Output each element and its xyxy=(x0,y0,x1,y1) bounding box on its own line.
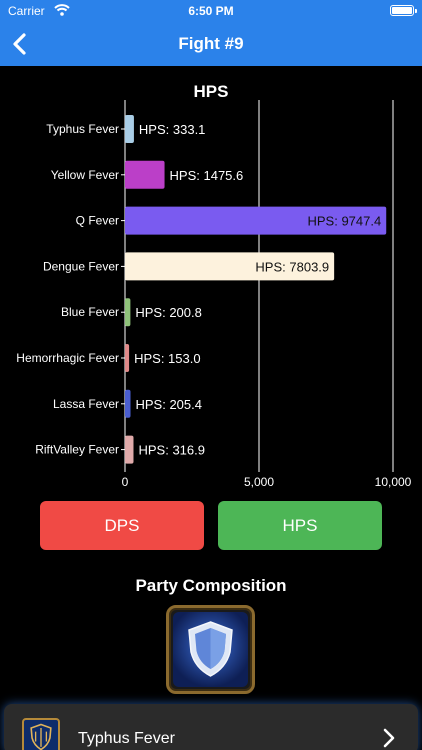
status-bar: Carrier 6:50 PM xyxy=(0,0,422,22)
category-label: Hemorrhagic Fever xyxy=(16,351,119,365)
data-label: HPS: 9747.4 xyxy=(308,214,382,229)
category-label: Dengue Fever xyxy=(43,259,119,273)
category-label: Typhus Fever xyxy=(46,122,119,136)
data-label: HPS: 200.8 xyxy=(135,305,202,320)
data-label: HPS: 7803.9 xyxy=(255,259,329,274)
back-chevron-icon[interactable] xyxy=(6,30,34,58)
battery-icon xyxy=(390,5,417,16)
bar xyxy=(125,344,130,372)
party-member-row[interactable]: Typhus Fever xyxy=(4,704,418,750)
x-tick-label: 0 xyxy=(122,475,129,489)
bar xyxy=(125,389,131,418)
class-emblem[interactable] xyxy=(166,605,255,694)
category-label: Lassa Fever xyxy=(53,397,119,411)
bar xyxy=(125,160,165,189)
x-tick-label: 10,000 xyxy=(375,475,412,489)
category-label: Q Fever xyxy=(76,214,119,228)
category-label: RiftValley Fever xyxy=(35,443,119,457)
bar xyxy=(125,252,335,281)
hps-button[interactable]: HPS xyxy=(218,501,382,550)
category-label: Blue Fever xyxy=(61,305,119,319)
shield-icon xyxy=(173,612,248,687)
data-label: HPS: 153.0 xyxy=(134,351,201,366)
bar xyxy=(125,298,131,327)
navigation-bar: Fight #9 xyxy=(0,22,422,66)
category-label: Yellow Fever xyxy=(51,168,119,182)
wifi-icon xyxy=(54,4,70,16)
status-time: 6:50 PM xyxy=(188,4,234,18)
shield-icon xyxy=(22,718,60,750)
data-label: HPS: 333.1 xyxy=(139,122,206,137)
page-title: Fight #9 xyxy=(178,34,244,53)
data-label: HPS: 316.9 xyxy=(138,443,205,458)
party-composition-title: Party Composition xyxy=(135,576,287,595)
bar xyxy=(125,115,134,143)
x-tick-label: 5,000 xyxy=(244,475,274,489)
dps-button[interactable]: DPS xyxy=(40,501,204,550)
bar xyxy=(125,206,387,235)
party-member-name: Typhus Fever xyxy=(78,730,175,747)
data-label: HPS: 1475.6 xyxy=(170,168,244,183)
bar xyxy=(125,435,134,464)
chevron-right-icon xyxy=(383,728,395,748)
hps-bar-chart: 0 5,000 10,000 Typhus Fever HPS: 333.1 Yellow… xyxy=(16,100,412,489)
chart-title: HPS xyxy=(193,82,229,101)
carrier-label: Carrier xyxy=(8,4,45,18)
data-label: HPS: 205.4 xyxy=(136,397,203,412)
